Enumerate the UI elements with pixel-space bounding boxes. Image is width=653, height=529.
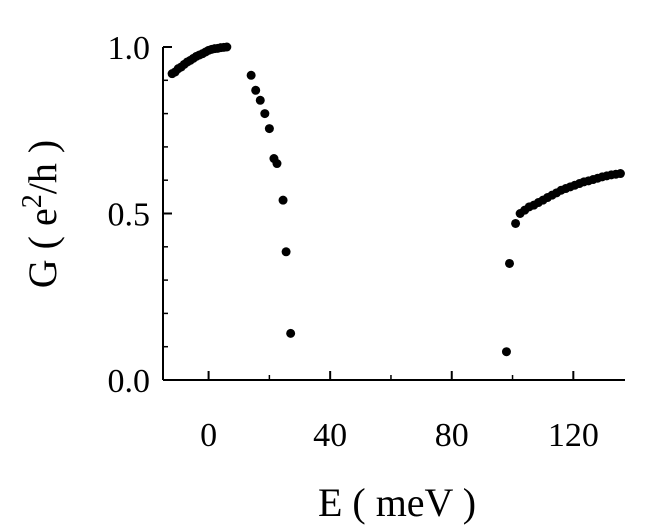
data-point <box>505 258 514 268</box>
data-point <box>246 70 256 80</box>
y-tick-label: 0.0 <box>108 363 151 400</box>
tick-labels: 0.0 0.5 1.0 0 40 80 120 <box>108 30 599 454</box>
data-point <box>264 124 274 134</box>
axes <box>162 47 625 381</box>
y-tick-label: 0.5 <box>108 197 151 234</box>
y-axis-label-prefix: G ( e <box>20 208 65 288</box>
data-point <box>281 247 291 257</box>
x-tick-label: 40 <box>313 417 347 454</box>
data-point <box>222 42 232 52</box>
data-point <box>260 109 270 119</box>
y-axis-label: G ( e2/h ) <box>17 140 65 288</box>
x-tick-label: 80 <box>435 417 469 454</box>
data-point <box>286 328 296 338</box>
x-tick-label: 0 <box>200 417 217 454</box>
y-axis-label-suffix: /h ) <box>20 140 65 194</box>
data-point <box>255 95 265 105</box>
ticks <box>163 46 575 381</box>
data-point <box>272 159 282 169</box>
x-axis-label: E ( meV ) <box>318 480 476 525</box>
data-point <box>511 218 521 228</box>
data-point <box>251 85 261 95</box>
y-axis-label-superscript: 2 <box>17 194 48 208</box>
data-point <box>615 169 625 179</box>
data-point <box>278 195 288 205</box>
x-tick-label: 120 <box>548 417 599 454</box>
data-points <box>167 42 625 357</box>
y-tick-label: 1.0 <box>108 30 151 67</box>
data-point <box>501 347 511 357</box>
